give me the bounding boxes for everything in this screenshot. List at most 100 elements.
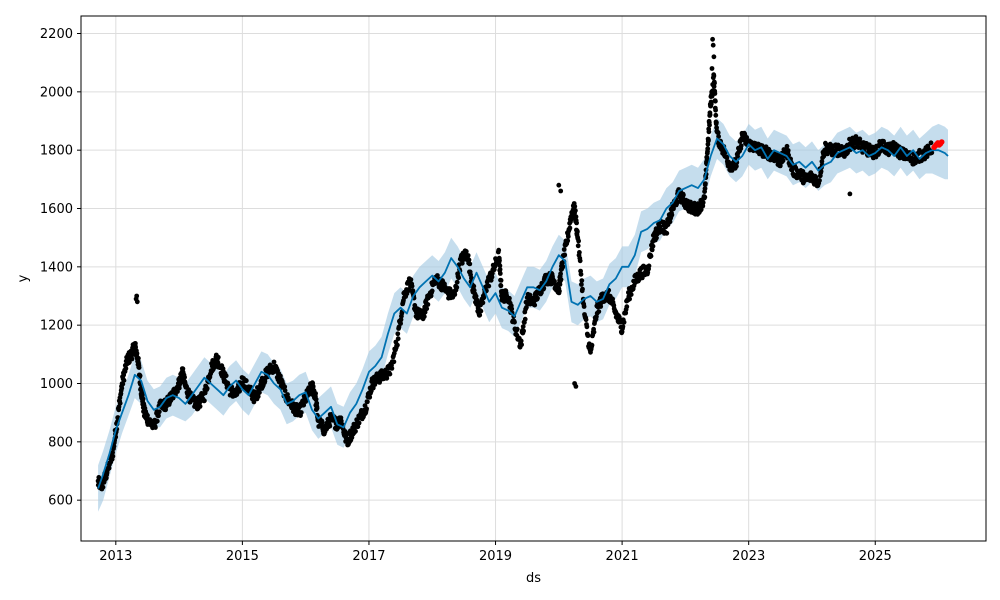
uncertainty-band-group	[98, 118, 949, 512]
observed-point	[452, 292, 458, 297]
observed-point	[628, 292, 634, 297]
plot-frame	[80, 15, 987, 542]
observed-point	[557, 282, 563, 287]
observed-point	[591, 329, 597, 335]
observed-point	[712, 91, 718, 96]
observed-point	[364, 406, 369, 412]
observed-point	[714, 120, 719, 125]
observed-points-group	[95, 36, 935, 492]
observed-point	[182, 374, 188, 380]
observed-point	[154, 418, 160, 424]
observed-point	[327, 423, 333, 429]
observed-point	[202, 398, 207, 404]
observed-point	[140, 396, 146, 402]
observed-point	[574, 220, 579, 226]
observed-point	[521, 328, 526, 334]
y-tick-label: 1000	[40, 377, 73, 392]
observed-point	[129, 356, 135, 362]
observed-point	[706, 129, 712, 135]
observed-point	[498, 283, 504, 289]
observed-point	[391, 359, 397, 365]
y-tick-label: 800	[48, 435, 73, 450]
uncertainty-band	[98, 118, 949, 512]
observed-point	[466, 257, 472, 263]
observed-point	[567, 225, 573, 231]
observed-point	[514, 326, 520, 332]
observed-point	[120, 381, 126, 387]
forecast-line	[97, 137, 949, 489]
observed-point	[817, 178, 822, 183]
observed-point	[520, 324, 526, 329]
observed-point	[454, 285, 460, 290]
observed-point	[509, 306, 515, 312]
observed-point	[298, 410, 304, 415]
observed-point	[478, 308, 484, 314]
observed-point	[698, 207, 704, 213]
observed-point	[134, 299, 140, 305]
highlighted-points-group	[931, 139, 945, 151]
observed-point	[734, 163, 739, 169]
observed-point	[598, 304, 604, 309]
x-tick-label: 2015	[226, 549, 259, 564]
observed-point	[507, 295, 512, 301]
observed-point	[111, 443, 117, 449]
y-axis-label: y	[16, 274, 31, 282]
observed-point	[497, 258, 502, 263]
observed-point	[145, 413, 150, 418]
observed-point	[257, 390, 262, 395]
observed-point	[657, 224, 663, 229]
observed-point	[711, 73, 717, 79]
observed-point	[669, 212, 675, 218]
observed-point	[498, 278, 504, 283]
observed-point	[429, 288, 435, 294]
observed-point	[110, 450, 115, 455]
observed-point	[532, 302, 538, 308]
y-tick-label: 1400	[40, 260, 73, 275]
x-tick-label: 2021	[606, 549, 639, 564]
observed-point	[156, 413, 161, 419]
observed-point	[813, 174, 819, 180]
y-tick-label: 1600	[40, 202, 73, 217]
observed-point	[519, 342, 524, 348]
observed-point	[715, 130, 721, 136]
observed-point	[387, 371, 393, 377]
observed-point	[664, 230, 670, 236]
observed-point	[425, 302, 431, 307]
observed-point	[342, 429, 348, 434]
observed-point	[724, 155, 730, 161]
observed-point	[780, 158, 786, 164]
observed-point	[579, 282, 584, 287]
observed-point	[576, 238, 581, 244]
observed-point	[584, 324, 590, 330]
observed-point	[355, 424, 361, 430]
observed-point	[243, 378, 249, 384]
observed-point	[117, 400, 123, 406]
observed-point	[623, 310, 629, 316]
observed-point	[110, 453, 116, 459]
grid-lines	[81, 16, 986, 541]
observed-point	[785, 148, 791, 153]
observed-point	[706, 137, 711, 143]
observed-point	[579, 278, 585, 283]
x-tick-label: 2019	[479, 549, 512, 564]
observed-point	[471, 288, 477, 293]
observed-point	[573, 214, 579, 220]
observed-point	[153, 425, 158, 430]
observed-point	[700, 200, 706, 206]
observed-point	[575, 229, 580, 235]
observed-point	[847, 191, 853, 197]
observed-point	[463, 249, 469, 254]
observed-point	[713, 98, 718, 104]
observed-point	[408, 277, 414, 282]
observed-point	[565, 238, 571, 244]
observed-point	[556, 182, 562, 188]
observed-point	[204, 386, 210, 391]
observed-point	[646, 263, 652, 269]
observed-point	[389, 366, 395, 371]
observed-point	[119, 385, 125, 391]
observed-point	[562, 252, 568, 258]
observed-point	[624, 304, 630, 310]
y-axis-ticks: 600 800 1000 1200 1400 1600 1800 2000 2200	[40, 27, 81, 509]
observed-point	[708, 101, 714, 107]
observed-point	[435, 273, 440, 278]
